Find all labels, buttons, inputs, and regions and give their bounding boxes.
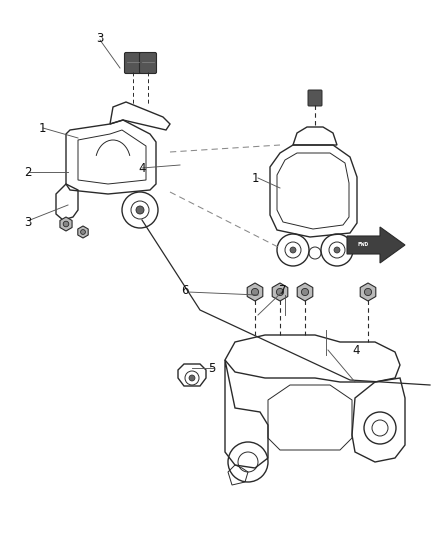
Circle shape	[81, 230, 85, 235]
FancyBboxPatch shape	[124, 52, 141, 74]
Text: 7: 7	[279, 284, 287, 296]
Circle shape	[63, 221, 69, 227]
Circle shape	[290, 247, 296, 253]
Text: 1: 1	[251, 172, 259, 184]
Text: 1: 1	[38, 122, 46, 134]
FancyBboxPatch shape	[139, 52, 156, 74]
Polygon shape	[272, 283, 288, 301]
FancyBboxPatch shape	[308, 90, 322, 106]
Polygon shape	[60, 217, 72, 231]
Polygon shape	[297, 283, 313, 301]
Text: 2: 2	[24, 166, 32, 179]
Text: 6: 6	[181, 284, 189, 296]
Circle shape	[364, 288, 371, 296]
Circle shape	[334, 247, 340, 253]
Circle shape	[301, 288, 309, 296]
Circle shape	[276, 288, 283, 296]
Circle shape	[189, 375, 195, 381]
Text: 5: 5	[208, 361, 215, 375]
Polygon shape	[247, 283, 263, 301]
Text: 4: 4	[138, 161, 146, 174]
Polygon shape	[78, 226, 88, 238]
Circle shape	[136, 206, 144, 214]
Polygon shape	[347, 227, 405, 263]
Text: 3: 3	[25, 215, 32, 229]
Text: 3: 3	[96, 31, 104, 44]
Polygon shape	[360, 283, 376, 301]
Text: FWD: FWD	[357, 243, 369, 247]
Circle shape	[251, 288, 258, 296]
Text: 4: 4	[352, 343, 360, 357]
